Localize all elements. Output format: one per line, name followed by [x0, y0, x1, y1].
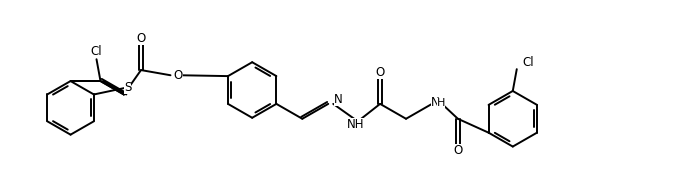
Text: S: S — [124, 81, 131, 94]
Text: NH: NH — [346, 118, 364, 131]
Text: Cl: Cl — [523, 56, 534, 69]
Text: O: O — [174, 69, 183, 82]
Text: O: O — [453, 144, 462, 157]
Text: Cl: Cl — [90, 45, 102, 58]
Text: O: O — [137, 32, 146, 45]
Text: H: H — [435, 98, 443, 108]
Text: N: N — [334, 93, 343, 106]
Text: H: H — [437, 98, 445, 108]
Text: N: N — [431, 96, 440, 109]
Text: O: O — [375, 66, 385, 79]
